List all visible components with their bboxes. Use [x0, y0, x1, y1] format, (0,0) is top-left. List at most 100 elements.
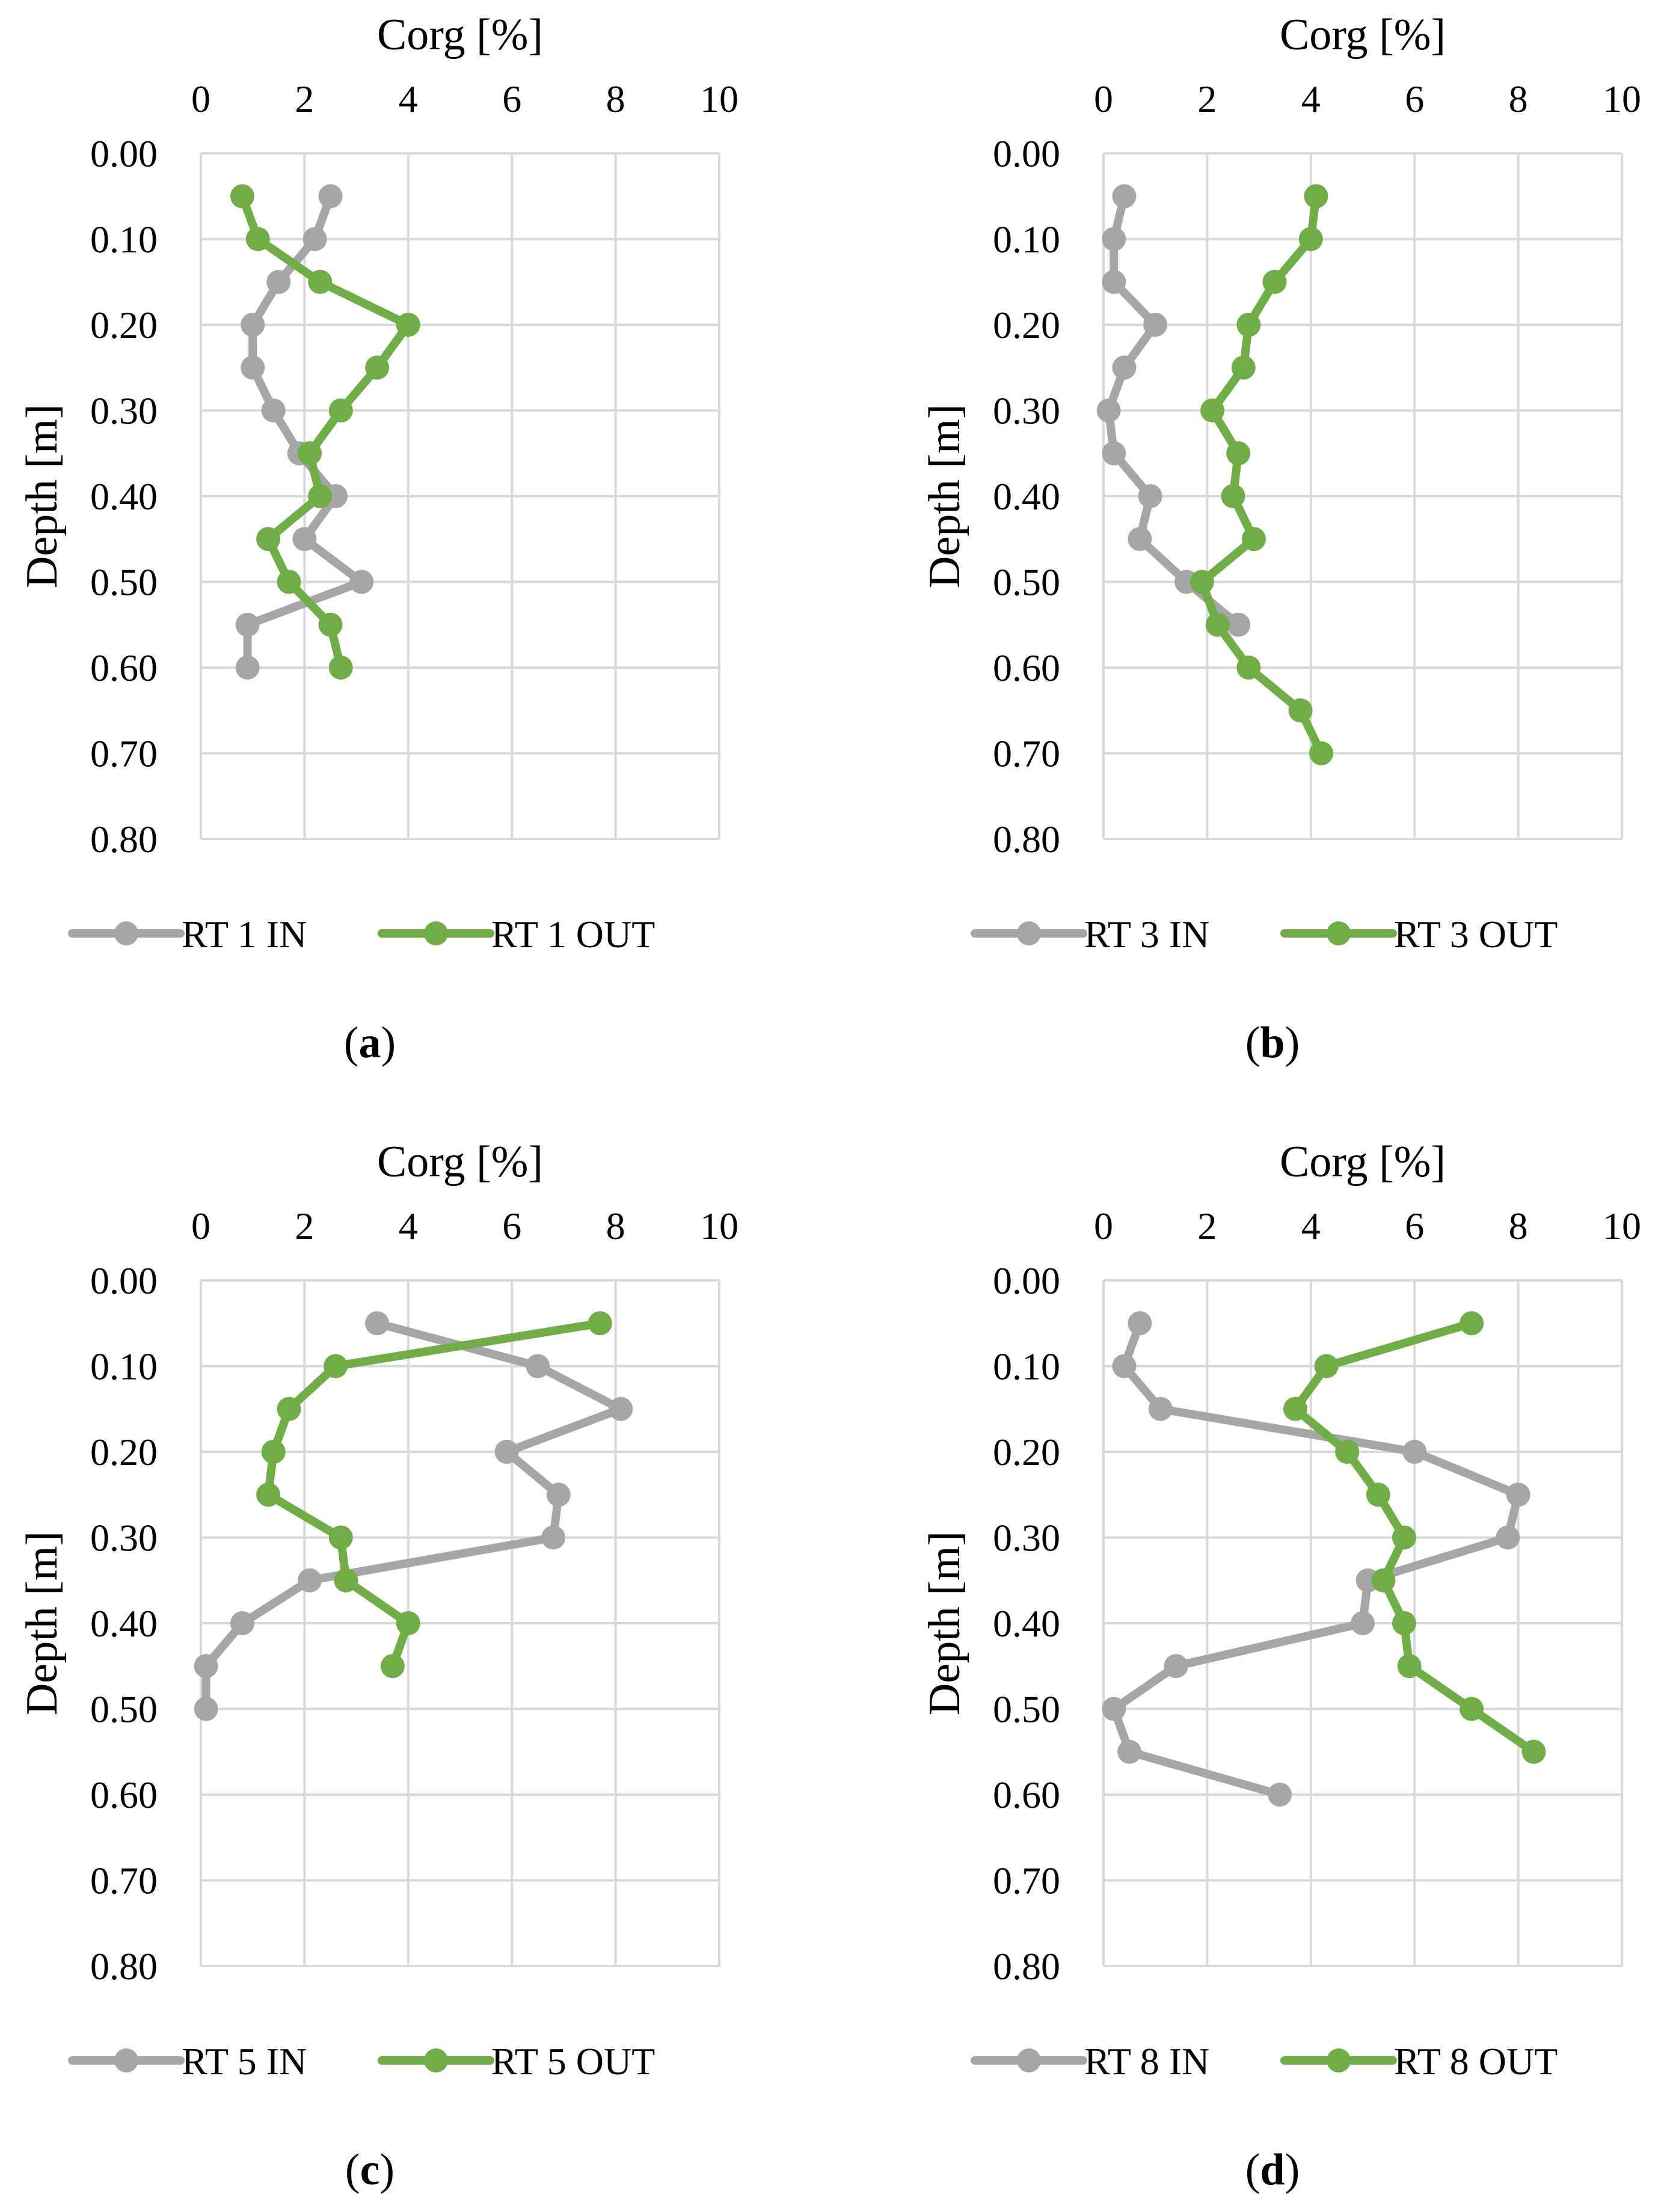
- data-point: [396, 1611, 420, 1635]
- legend-swatch-marker: [1017, 2048, 1041, 2072]
- legend-label: RT 8 OUT: [1394, 2040, 1558, 2083]
- x-axis-title: Corg [%]: [1280, 10, 1446, 60]
- legend-label: RT 3 IN: [1084, 913, 1209, 956]
- x-tick-label: 6: [1405, 78, 1424, 120]
- y-tick-label: 0.00: [90, 1259, 158, 1302]
- legend-label: RT 1 OUT: [491, 913, 655, 956]
- data-point: [1102, 269, 1126, 294]
- series-out: [256, 1311, 612, 1679]
- panel-caption: (c): [345, 2145, 394, 2195]
- data-point: [1288, 698, 1313, 723]
- data-point: [1371, 1568, 1396, 1593]
- legend: RT 3 IN RT 3 OUT: [971, 913, 1558, 956]
- series-line: [1110, 1319, 1523, 1799]
- y-tick-label: 0.50: [90, 561, 158, 604]
- data-point: [1397, 1654, 1422, 1679]
- data-point: [1309, 741, 1334, 766]
- data-point: [277, 570, 301, 594]
- y-tick-label: 0.30: [993, 1517, 1060, 1559]
- chart-panel-c: Corg [%] 0 2 4 6 8 10 0.00 0.10 0.20 0.30 0.40 0.50 0…: [17, 1137, 738, 2195]
- x-axis-title: Corg [%]: [1280, 1137, 1446, 1187]
- y-tick-label: 0.30: [90, 1517, 158, 1559]
- data-point: [241, 355, 265, 380]
- data-point: [380, 1654, 405, 1679]
- x-tick-label: 0: [191, 1205, 210, 1247]
- chart-panel-b: Corg [%] 0 2 4 6 8 10 0.00 0.10 0.20 0.30 0.40 0.50 0…: [920, 10, 1641, 1068]
- data-point: [1460, 1697, 1484, 1721]
- y-tick-label: 0.50: [90, 1688, 158, 1731]
- gridlines: [200, 1279, 720, 1967]
- data-point: [1190, 570, 1214, 594]
- data-point: [292, 527, 317, 551]
- legend: RT 8 IN RT 8 OUT: [971, 2040, 1558, 2083]
- legend-swatch-marker: [1017, 921, 1041, 945]
- data-point: [1148, 1396, 1173, 1421]
- data-point: [1268, 1783, 1292, 1807]
- data-point: [1241, 527, 1266, 551]
- y-axis-title: Depth [m]: [17, 404, 67, 588]
- y-tick-label: 0.70: [993, 1860, 1060, 1902]
- x-tick-label: 6: [1405, 1205, 1424, 1247]
- y-tick-label: 0.40: [993, 1602, 1060, 1645]
- legend-item: RT 3 OUT: [1280, 913, 1558, 956]
- data-point: [241, 313, 265, 337]
- gridlines: [1102, 1279, 1623, 1967]
- y-tick-label: 0.10: [90, 218, 158, 261]
- data-point: [298, 441, 322, 465]
- panel-caption-letter: d: [1260, 2145, 1285, 2195]
- data-point: [1102, 1697, 1126, 1721]
- y-tick-label: 0.20: [993, 304, 1060, 346]
- legend-label: RT 8 IN: [1084, 2040, 1209, 2083]
- data-point: [1102, 441, 1126, 465]
- y-tick-label: 0.10: [90, 1345, 158, 1388]
- x-tick-label: 10: [1603, 78, 1641, 120]
- panel-caption-letter: c: [360, 2145, 380, 2195]
- data-point: [1221, 484, 1245, 508]
- y-tick-label: 0.30: [90, 390, 158, 432]
- legend-swatch-marker: [114, 2048, 138, 2072]
- data-point: [1117, 1739, 1142, 1764]
- data-point: [609, 1396, 633, 1421]
- data-point: [1236, 656, 1261, 680]
- y-tick-label: 0.40: [90, 475, 158, 518]
- data-point: [194, 1654, 218, 1679]
- x-tick-label: 2: [1197, 78, 1217, 120]
- panel-caption: (d): [1245, 2145, 1300, 2195]
- y-tick-label: 0.20: [90, 1431, 158, 1473]
- x-tick-label: 2: [1197, 1205, 1217, 1247]
- y-tick-label: 0.50: [993, 561, 1060, 604]
- y-tick-label: 0.80: [993, 1945, 1060, 1988]
- y-tick-label: 0.00: [993, 132, 1060, 175]
- series-in: [194, 1311, 633, 1721]
- x-tick-label: 8: [606, 78, 625, 120]
- data-point: [1521, 1739, 1546, 1764]
- data-point: [334, 1568, 358, 1593]
- y-tick-label: 0.40: [90, 1602, 158, 1645]
- data-point: [1128, 527, 1152, 551]
- data-point: [1392, 1611, 1416, 1635]
- legend-item: RT 3 IN: [971, 913, 1209, 956]
- x-tick-label: 10: [700, 78, 738, 120]
- data-point: [1102, 227, 1126, 251]
- legend: RT 1 IN RT 1 OUT: [68, 913, 655, 956]
- y-tick-label: 0.30: [993, 390, 1060, 432]
- data-point: [1506, 1482, 1530, 1507]
- data-point: [1143, 313, 1168, 337]
- data-point: [1205, 612, 1230, 637]
- x-tick-label: 4: [399, 78, 418, 120]
- y-axis-title: Depth [m]: [17, 1531, 67, 1715]
- y-tick-label: 0.70: [90, 1860, 158, 1902]
- legend-swatch-marker: [114, 921, 138, 945]
- y-tick-label: 0.70: [993, 733, 1060, 775]
- series-out: [230, 184, 420, 680]
- series-out: [1190, 184, 1334, 766]
- data-point: [1164, 1654, 1188, 1679]
- y-tick-label: 0.60: [993, 1774, 1060, 1816]
- data-point: [1200, 398, 1225, 423]
- x-tick-label: 0: [1094, 78, 1113, 120]
- data-point: [546, 1482, 571, 1507]
- data-point: [349, 570, 374, 594]
- x-axis-title: Corg [%]: [377, 10, 543, 60]
- legend-item: RT 5 OUT: [378, 2040, 655, 2083]
